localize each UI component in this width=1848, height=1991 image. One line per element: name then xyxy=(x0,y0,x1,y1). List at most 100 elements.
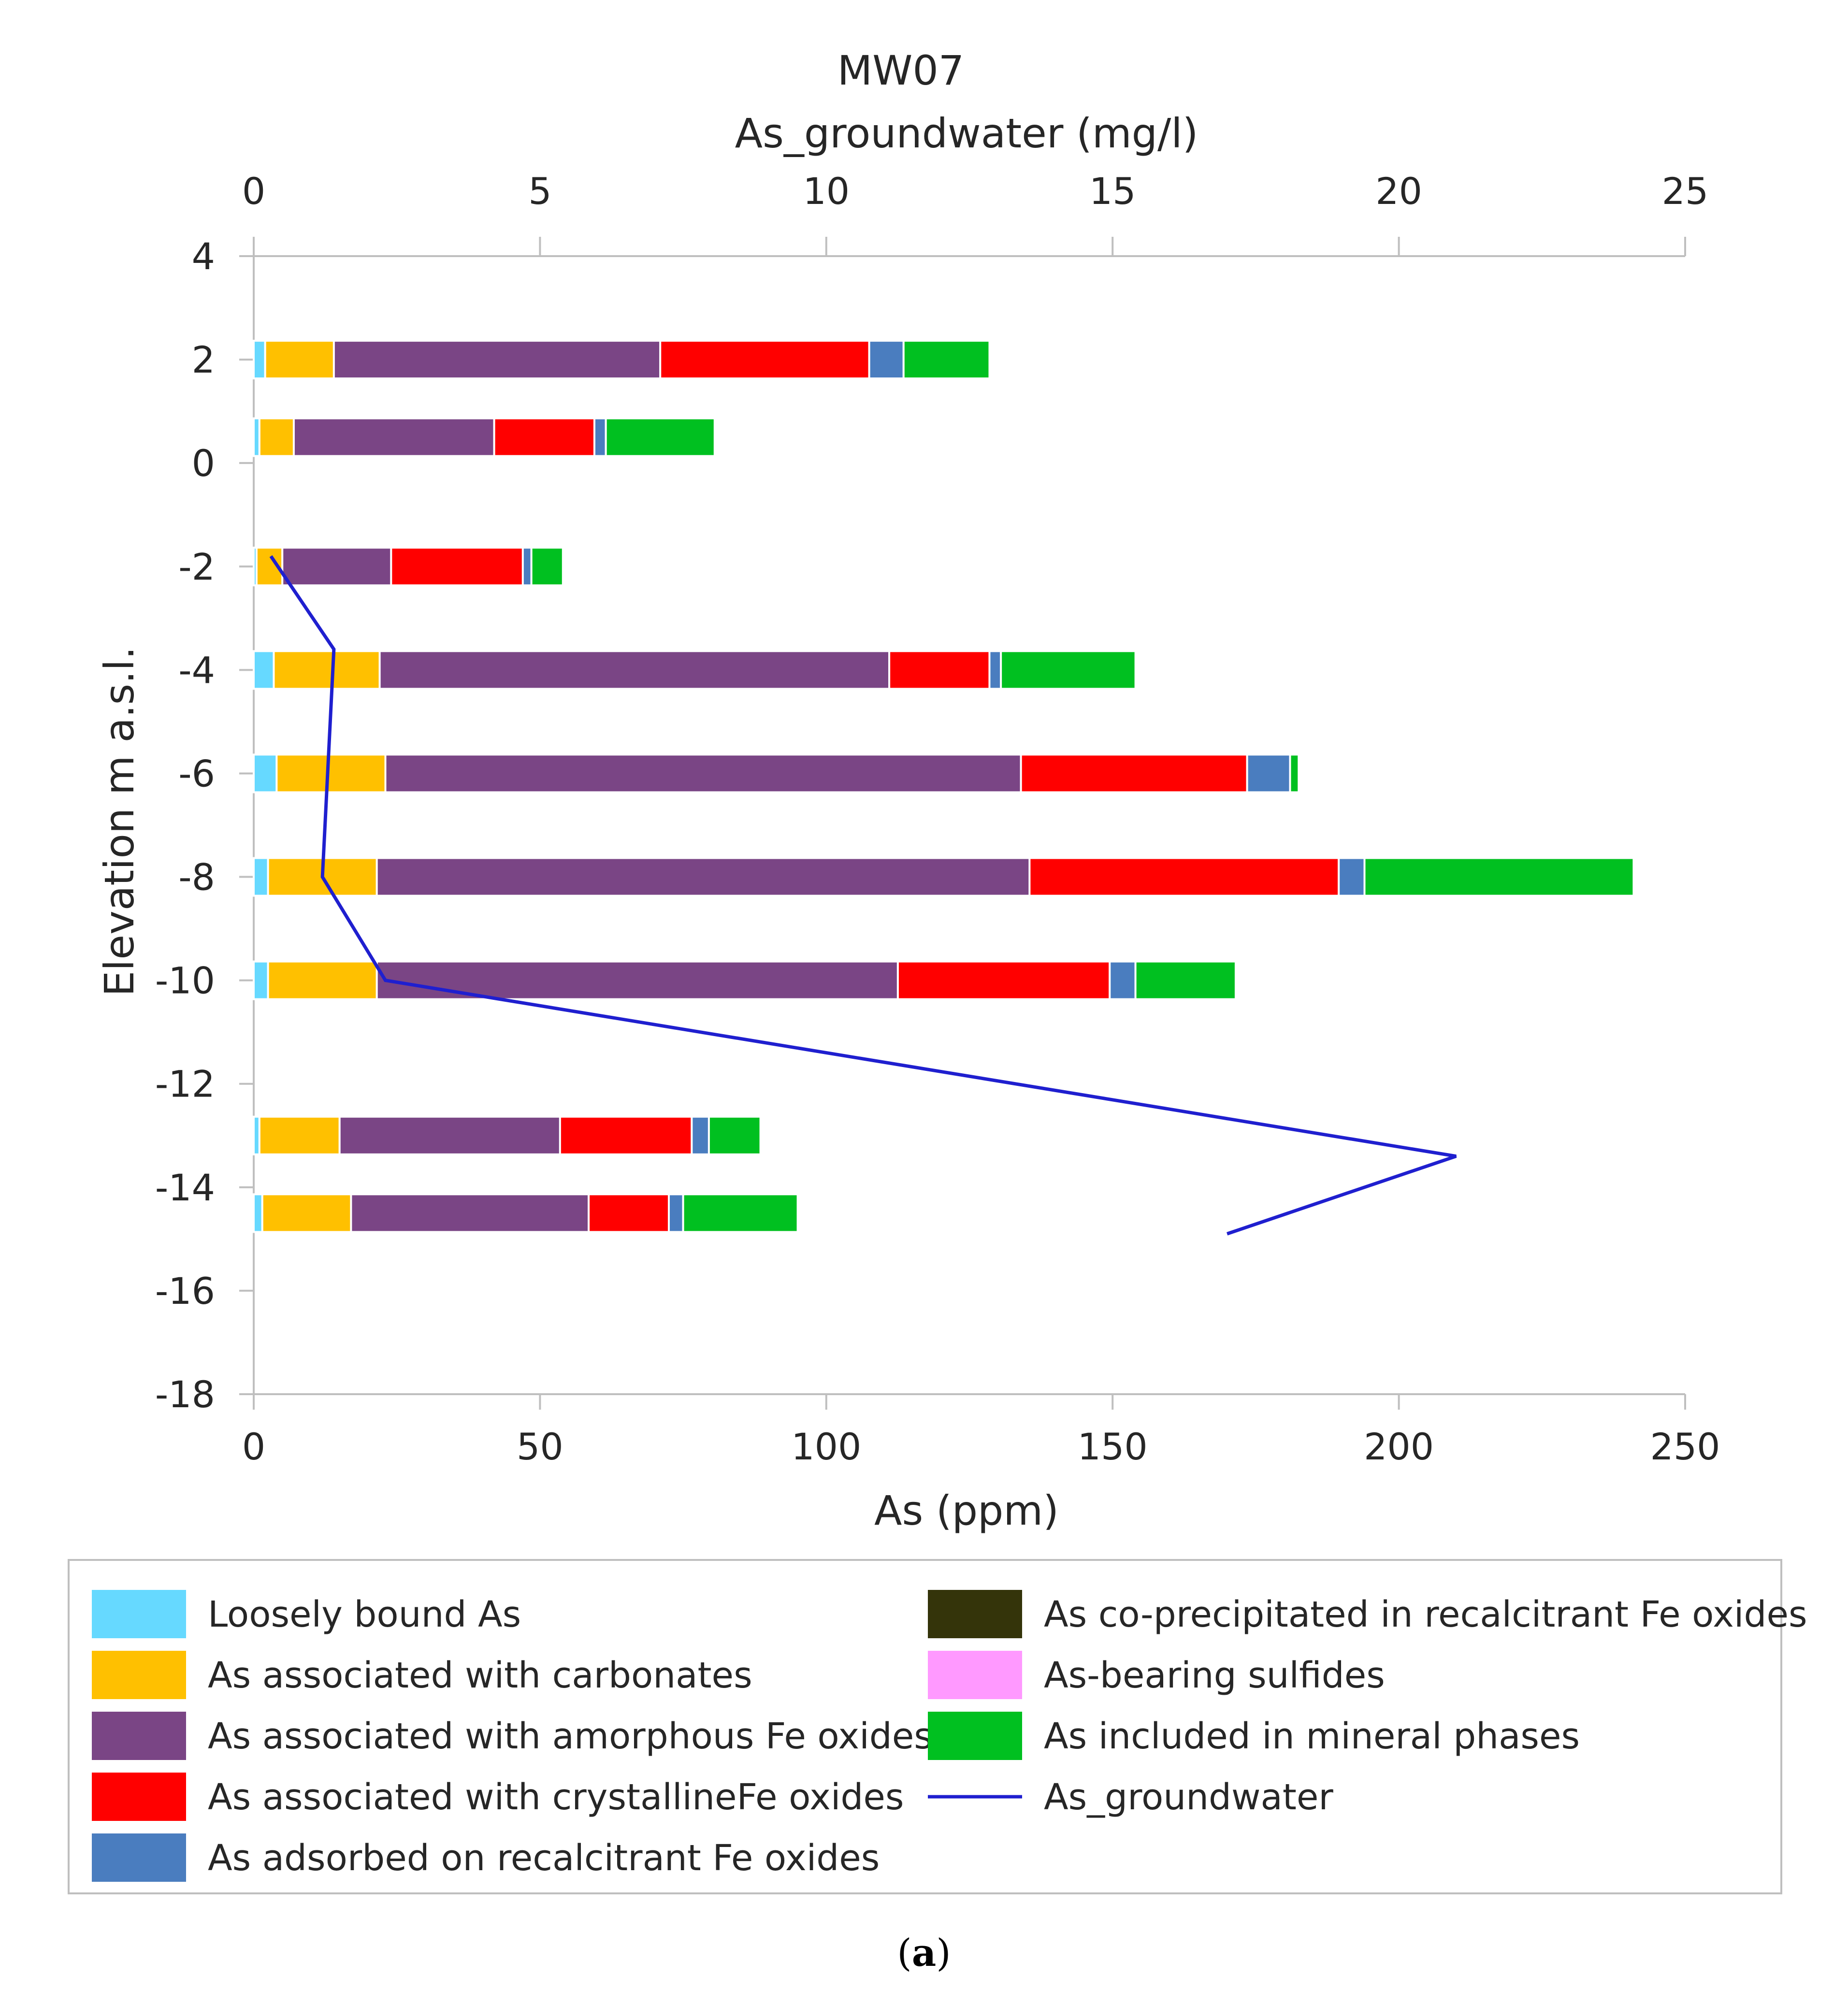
bar-segment-3 xyxy=(888,650,991,690)
y-axis-label: Elevation m a.s.l. xyxy=(96,647,143,996)
bar-segment-1 xyxy=(273,650,381,690)
y-tick-label: -2 xyxy=(178,545,215,588)
bar-segment-2 xyxy=(384,753,1022,794)
legend-swatch xyxy=(92,1590,186,1638)
groundwater-line xyxy=(269,555,1457,1236)
legend-label: As adsorbed on recalcitrant Fe oxides xyxy=(208,1837,880,1879)
legend-swatch xyxy=(92,1712,186,1760)
bar-segment-7 xyxy=(1134,960,1237,1000)
caption-open: ( xyxy=(897,1932,911,1975)
caption-letter: a xyxy=(912,1931,937,1975)
y-tick-label: -8 xyxy=(178,856,215,899)
bar-segment-1 xyxy=(261,1193,352,1233)
bar-segment-3 xyxy=(1020,753,1248,794)
x2-tick-label: 25 xyxy=(1662,170,1709,213)
bar-segment-7 xyxy=(1363,857,1635,897)
bar-segment-1 xyxy=(267,960,378,1000)
x-axis-label: As (ppm) xyxy=(874,1487,1059,1534)
legend-swatch xyxy=(928,1712,1022,1760)
bar-segment-2 xyxy=(281,547,392,587)
legend-swatch xyxy=(928,1590,1022,1638)
y-tick-label: -12 xyxy=(155,1063,215,1106)
bar-segment-7 xyxy=(902,340,991,380)
legend-label: As associated with amorphous Fe oxides xyxy=(208,1716,933,1757)
bar-segment-2 xyxy=(292,417,495,457)
bar-segment-7 xyxy=(1289,753,1300,794)
bar-segment-3 xyxy=(493,417,595,457)
bar-segment-0 xyxy=(253,857,269,897)
caption-close: ) xyxy=(936,1932,951,1975)
y-tick-label: 0 xyxy=(192,442,215,485)
top-axis-label: As_groundwater (mg/l) xyxy=(735,110,1198,157)
legend-label: As_groundwater xyxy=(1044,1776,1333,1818)
bar-segment-3 xyxy=(896,960,1111,1000)
bar-segment-2 xyxy=(332,340,662,380)
legend-label: Loosely bound As xyxy=(208,1594,521,1635)
x-tick-label: 50 xyxy=(517,1425,563,1468)
x2-tick-label: 20 xyxy=(1375,170,1422,213)
legend-swatch xyxy=(92,1651,186,1699)
bar-segment-4 xyxy=(1246,753,1291,794)
legend-label: As-bearing sulfides xyxy=(1044,1655,1385,1696)
legend-swatch xyxy=(92,1833,186,1882)
bar-segment-7 xyxy=(530,547,564,587)
legend-label: As included in mineral phases xyxy=(1044,1716,1580,1757)
bar-segment-7 xyxy=(707,1115,762,1155)
bar-segment-7 xyxy=(682,1193,799,1233)
x2-tick-label: 15 xyxy=(1089,170,1136,213)
legend-label: As associated with carbonates xyxy=(208,1655,752,1696)
x-tick-label: 100 xyxy=(791,1425,861,1468)
y-tick-label: -14 xyxy=(155,1166,215,1209)
y-tick-label: -16 xyxy=(155,1270,215,1313)
bar-segment-0 xyxy=(253,753,278,794)
groundwater-line-group xyxy=(269,555,1457,1236)
bar-segment-4 xyxy=(868,340,905,380)
bar-segment-1 xyxy=(264,340,335,380)
bar-segment-3 xyxy=(390,547,524,587)
bar-segment-4 xyxy=(521,547,533,587)
bar-segment-3 xyxy=(1028,857,1340,897)
legend-label: As co-precipitated in recalcitrant Fe ox… xyxy=(1044,1594,1807,1635)
bar-segment-0 xyxy=(253,1193,263,1233)
bar-segment-4 xyxy=(691,1115,710,1155)
legend-swatch xyxy=(928,1651,1022,1699)
legend-label: As associated with crystallineFe oxides xyxy=(208,1776,904,1818)
y-tick-label: -18 xyxy=(155,1373,215,1416)
bar-segment-0 xyxy=(253,650,275,690)
x-tick-label: 0 xyxy=(242,1425,265,1468)
x-tick-label: 250 xyxy=(1650,1425,1720,1468)
bar-segment-3 xyxy=(659,340,870,380)
bar-segment-2 xyxy=(338,1115,561,1155)
bar-segment-0 xyxy=(253,960,269,1000)
chart-title: MW07 xyxy=(837,47,964,94)
x2-tick-label: 0 xyxy=(242,170,265,213)
bar-segment-0 xyxy=(253,340,266,380)
legend-box xyxy=(68,1559,1782,1894)
figure-caption: (a) xyxy=(897,1931,951,1975)
bar-segment-2 xyxy=(350,1193,590,1233)
legend: Loosely bound As As co-precipitated in re… xyxy=(92,1590,1807,1882)
x2-tick-label: 5 xyxy=(528,170,551,213)
bar-segment-2 xyxy=(375,960,899,1000)
bar-segment-1 xyxy=(275,753,387,794)
bar-segment-4 xyxy=(1338,857,1366,897)
y-tick-label: -10 xyxy=(155,959,215,1002)
bar-segment-7 xyxy=(1000,650,1137,690)
bar-segment-3 xyxy=(559,1115,693,1155)
y-tick-label: -4 xyxy=(178,649,215,692)
y-tick-label: 2 xyxy=(192,338,215,381)
bar-segment-4 xyxy=(988,650,1002,690)
bar-segment-2 xyxy=(378,650,891,690)
x2-tick-label: 10 xyxy=(803,170,850,213)
bar-segment-1 xyxy=(258,1115,341,1155)
bar-segment-7 xyxy=(605,417,716,457)
bars xyxy=(253,340,1635,1233)
bar-segment-4 xyxy=(1109,960,1137,1000)
bar-segment-4 xyxy=(667,1193,684,1233)
bar-segment-3 xyxy=(588,1193,670,1233)
x-tick-label: 150 xyxy=(1078,1425,1148,1468)
bar-segment-4 xyxy=(593,417,607,457)
y-tick-label: 4 xyxy=(192,235,215,278)
